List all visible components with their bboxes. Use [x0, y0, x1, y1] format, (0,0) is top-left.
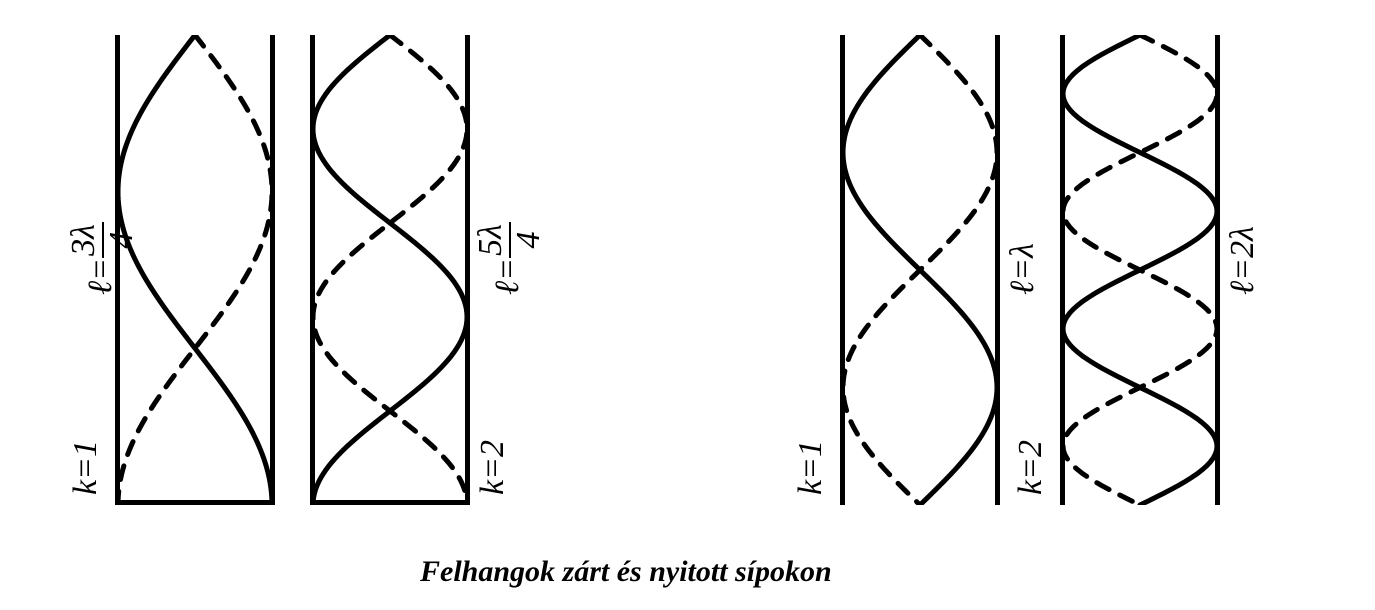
pipe-open-k2	[1060, 35, 1220, 505]
label-closed-k1-k: k=1	[67, 440, 105, 495]
pipe-closed-k2-svg	[310, 35, 470, 505]
pipe-open-k1-svg	[840, 35, 1000, 505]
pipe-open-k2-svg	[1060, 35, 1220, 505]
pipe-open-k1	[840, 35, 1000, 505]
pipe-closed-k2	[310, 35, 470, 505]
label-open-k1-k: k=1	[792, 440, 830, 495]
label-open-k2-l: ℓ=2λ	[1224, 226, 1262, 295]
label-closed-k1-l: ℓ=3λ4	[67, 222, 139, 295]
pipe-closed-k1	[115, 35, 275, 505]
pipe-closed-k1-svg	[115, 35, 275, 505]
diagram-stage: k=1 ℓ=3λ4 k=2 ℓ=5λ4 k=1 ℓ=λ k=2 ℓ=2λ Fel…	[0, 0, 1375, 610]
label-closed-k2-l: ℓ=5λ4	[474, 222, 546, 295]
figure-caption: Felhangok zárt és nyitott sípokon	[420, 555, 832, 589]
label-open-k2-k: k=2	[1012, 440, 1050, 495]
label-open-k1-l: ℓ=λ	[1004, 243, 1042, 295]
label-closed-k2-k: k=2	[474, 440, 512, 495]
